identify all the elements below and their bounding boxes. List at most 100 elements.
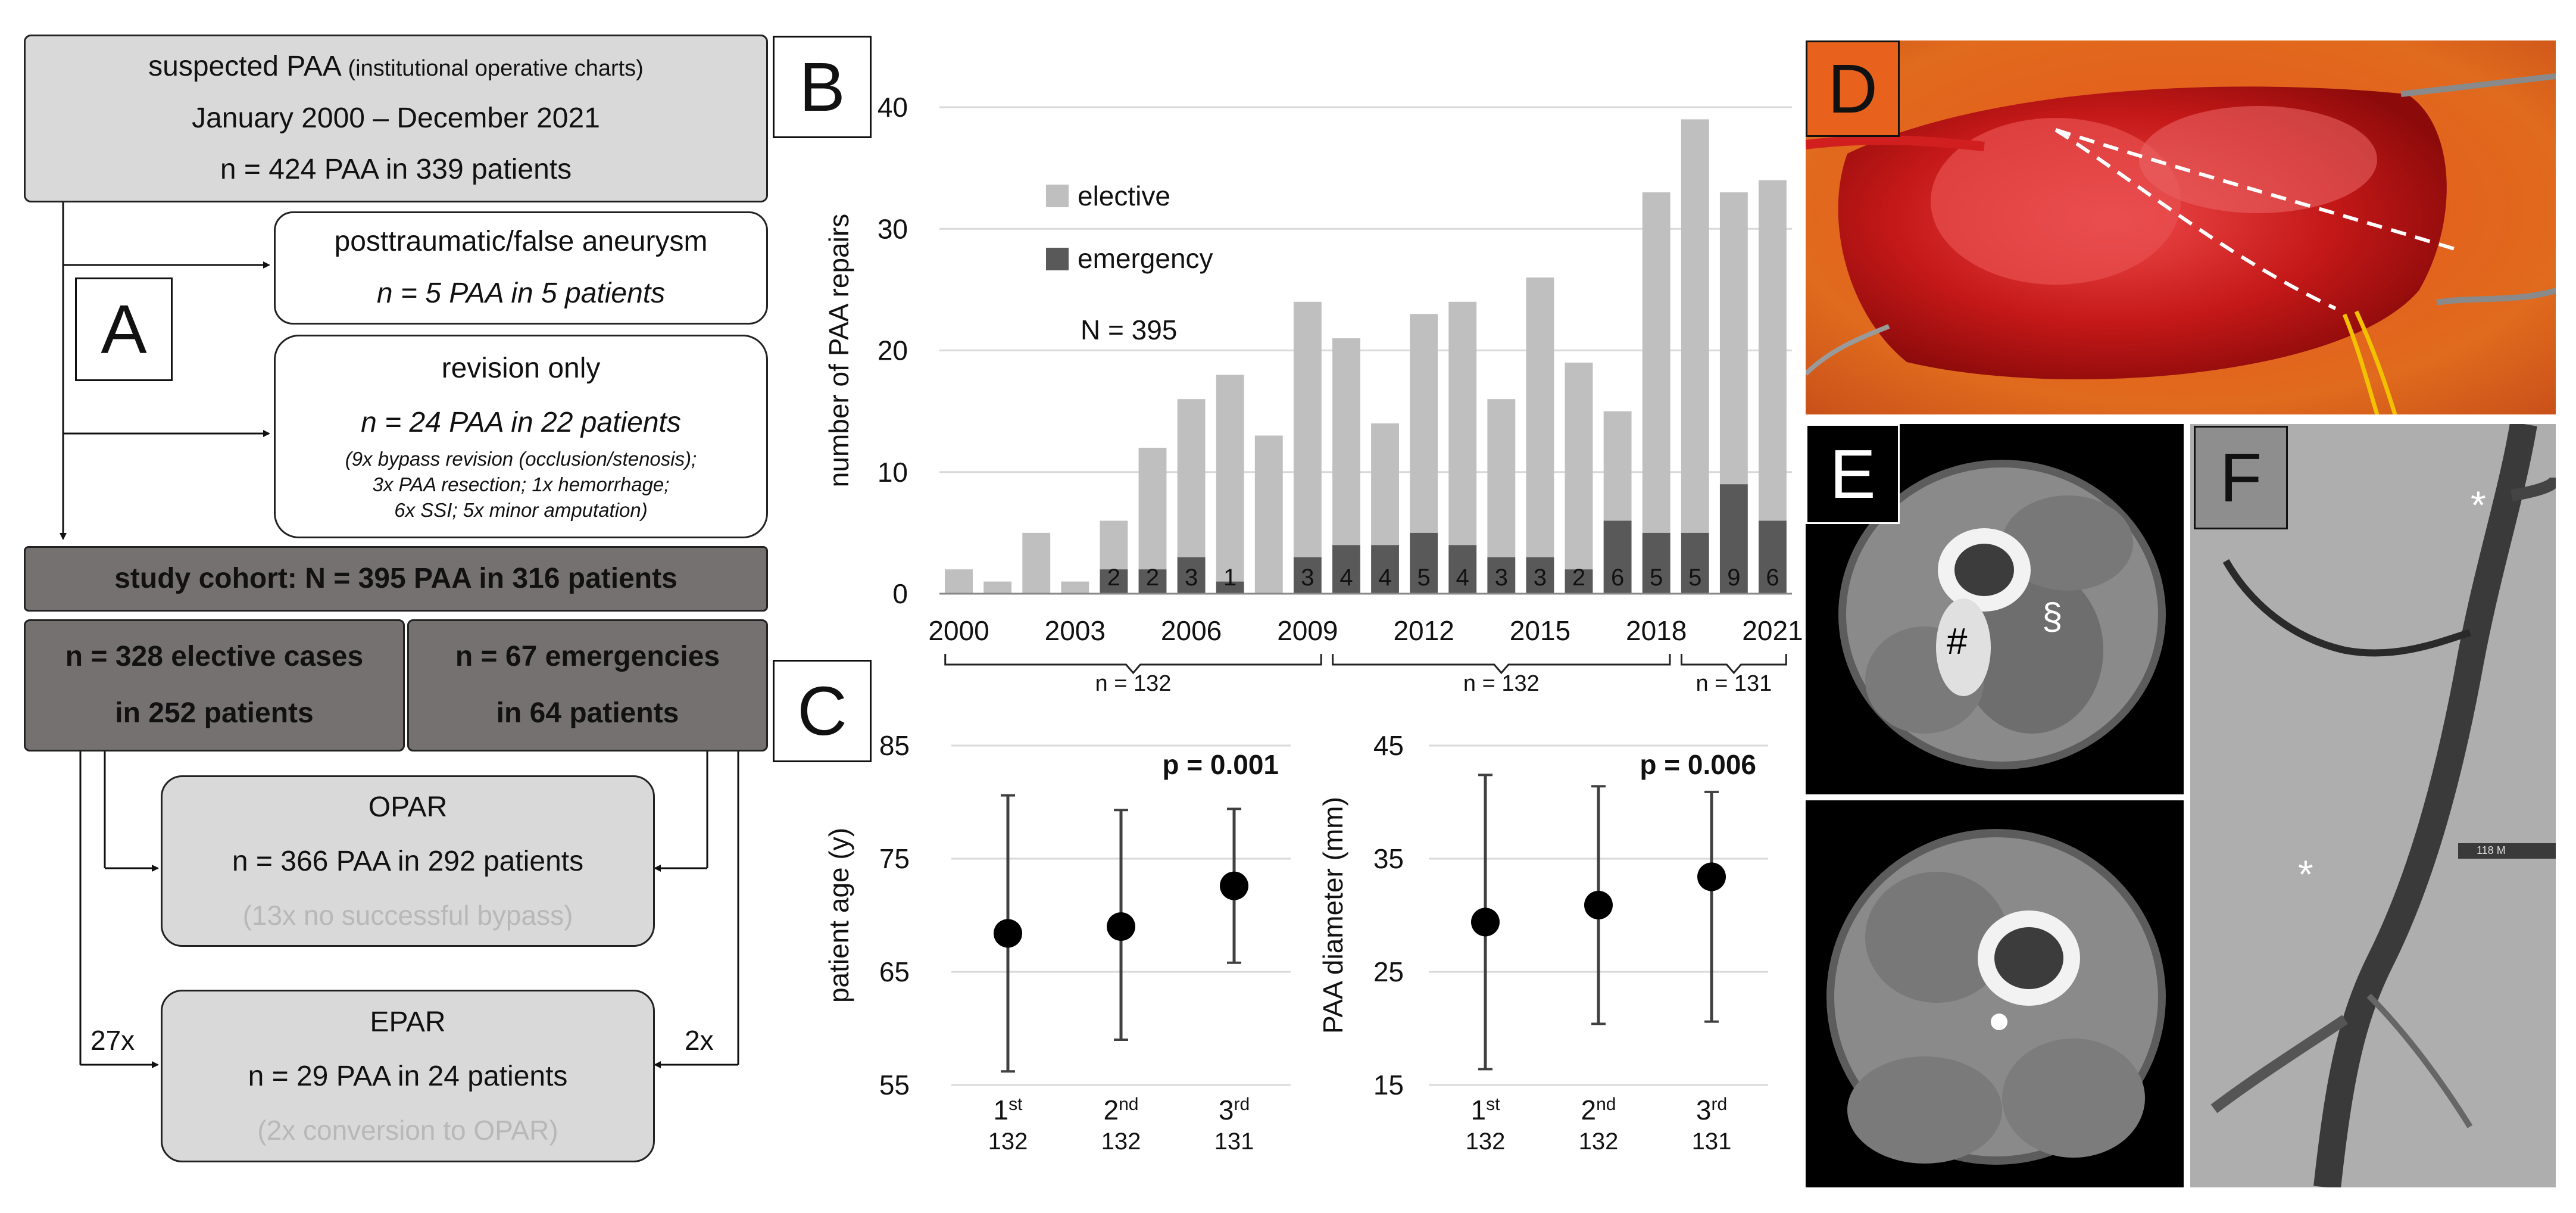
bar-elective-2016 (1565, 362, 1593, 570)
bar-emergency-2013 (1448, 545, 1477, 594)
bar-elective-2015 (1526, 277, 1554, 557)
bar-elective-2008 (1254, 435, 1283, 594)
bar-elective-2010 (1332, 338, 1360, 545)
revision-box: revision only n = 24 PAA in 22 patients … (274, 335, 768, 538)
whisker-chart-1-p-value: p = 0.001 (1162, 749, 1279, 780)
bar-elective-2001 (983, 581, 1012, 594)
bar-emergency-2015 (1526, 557, 1554, 594)
whisker-chart-2-x-tick-label: 1st (1471, 1094, 1501, 1125)
epar-note: (2x conversion to OPAR) (257, 1114, 558, 1146)
revision-detail-1: (9x bypass revision (occlusion/stenosis)… (345, 448, 697, 470)
bar-chart-y-tick-label: 40 (878, 92, 908, 123)
false-aneurysm-box: posttraumatic/false aneurysm n = 5 PAA i… (274, 211, 768, 325)
whisker-chart-2-x-tick-label: 3rd (1696, 1094, 1727, 1125)
bar-elective-2007 (1216, 375, 1244, 582)
period-label: n = 132 (1463, 671, 1540, 696)
marker-section: § (2042, 596, 2063, 637)
bar-elective-2000 (945, 569, 973, 594)
whisker-chart-2-x-tick-label: 2nd (1581, 1094, 1616, 1125)
whisker-chart-2-p-value: p = 0.006 (1640, 749, 1756, 780)
whisker-chart-1-n-label: 131 (1214, 1128, 1254, 1155)
total-count: n = 424 PAA in 339 patients (220, 154, 572, 186)
whisker-chart-2-y-axis-label: PAA diameter (mm) (1317, 797, 1348, 1034)
bar-chart-x-tick-label: 2015 (1510, 615, 1570, 646)
bar-emergency-2018 (1642, 532, 1671, 594)
bar-elective-2011 (1371, 423, 1399, 545)
opar-note: (13x no successful bypass) (242, 899, 573, 931)
bar-emergency-2005 (1138, 569, 1167, 594)
false-aneurysm-title: posttraumatic/false aneurysm (334, 226, 708, 258)
whisker-chart-1-mean-point (994, 919, 1022, 948)
bar-emergency-data-label: 3 (1495, 565, 1508, 591)
bar-chart-x-tick-label: 2003 (1045, 615, 1106, 646)
study-cohort-text: study cohort: N = 395 PAA in 316 patient… (114, 562, 677, 594)
bar-chart-y-axis-label: number of PAA repairs (823, 214, 854, 487)
whisker-chart-1-mean-point (1220, 871, 1248, 900)
bar-emergency-data-label: 6 (1611, 565, 1624, 591)
bar-emergency-2016 (1565, 569, 1593, 594)
date-range: January 2000 – December 2021 (192, 102, 600, 134)
epar-title: EPAR (370, 1006, 446, 1039)
bar-emergency-2014 (1487, 557, 1516, 594)
whisker-chart-2-mean-point (1471, 908, 1500, 937)
opar-count: n = 366 PAA in 292 patients (232, 845, 584, 877)
bar-emergency-data-label: 6 (1766, 565, 1779, 591)
bar-elective-2006 (1177, 399, 1206, 557)
bar-emergency-data-label: 3 (1185, 565, 1198, 591)
whisker-chart-1-x-tick-label: 2nd (1104, 1094, 1139, 1125)
marker-hash: # (1947, 621, 1968, 662)
bar-emergency-data-label: 3 (1301, 565, 1314, 591)
bar-chart-x-tick-label: 2012 (1393, 615, 1454, 646)
revision-detail-3: 6x SSI; 5x minor amputation) (394, 499, 648, 522)
panel-label-f: F (2194, 426, 2288, 529)
revision-count: n = 24 PAA in 22 patients (361, 406, 681, 438)
panel-label-e: E (1806, 424, 1900, 524)
panel-label-b: B (773, 36, 872, 138)
bar-chart-y-tick-label: 20 (878, 335, 908, 366)
bar-chart-x-tick-label: 2006 (1161, 615, 1222, 646)
scale-label: 118 M (2477, 844, 2506, 856)
bar-elective-2004 (1100, 520, 1128, 570)
whisker-chart-1-n-label: 132 (1101, 1128, 1141, 1155)
whisker-chart-1-n-label: 132 (988, 1128, 1028, 1155)
whisker-chart-2-mean-point (1697, 862, 1726, 891)
bar-chart-x-tick-label: 2000 (928, 615, 989, 646)
edge-label-right: 2x (685, 1025, 714, 1056)
whisker-chart-2-y-tick-label: 35 (1373, 843, 1404, 874)
panel-label-c: C (773, 660, 872, 762)
bar-elective-2013 (1448, 301, 1477, 545)
bar-emergency-2019 (1681, 532, 1709, 594)
bar-emergency-data-label: 5 (1417, 565, 1431, 591)
bar-emergency-2021 (1759, 520, 1787, 594)
angiogram (2190, 424, 2556, 1187)
panel-label-a: A (75, 277, 173, 381)
whisker-chart-2-y-tick-label: 25 (1373, 956, 1404, 987)
bar-emergency-2007 (1216, 581, 1244, 594)
period-brace (1332, 654, 1671, 675)
whisker-chart-1-mean-point (1107, 912, 1135, 941)
elective-line2: in 252 patients (115, 697, 314, 729)
bar-chart-y-tick-label: 30 (878, 213, 908, 244)
bar-emergency-2012 (1410, 532, 1438, 594)
bar-emergency-data-label: 2 (1572, 565, 1585, 591)
ct-scan-lower (1806, 800, 2184, 1187)
bar-emergency-2020 (1719, 484, 1748, 594)
bar-emergency-data-label: 4 (1339, 565, 1353, 591)
bar-chart-x-tick-label: 2009 (1277, 615, 1338, 646)
bar-chart-x-tick-label: 2018 (1626, 615, 1687, 646)
bar-emergency-2011 (1371, 545, 1399, 594)
bar-emergency-data-label: 1 (1223, 565, 1237, 591)
whisker-chart-1-y-tick-label: 65 (879, 956, 910, 987)
whisker-chart-2-y-tick-label: 45 (1373, 730, 1404, 761)
bar-elective-2018 (1642, 192, 1671, 533)
legend-label-elective: elective (1078, 180, 1170, 211)
legend-swatch-elective (1046, 185, 1069, 207)
bar-emergency-2004 (1100, 569, 1128, 594)
bar-elective-2012 (1410, 314, 1438, 533)
legend-swatch-emergency (1046, 248, 1069, 270)
bar-emergency-data-label: 4 (1378, 565, 1391, 591)
edge-label-left: 27x (90, 1025, 135, 1056)
whisker-chart-2-mean-point (1584, 890, 1613, 919)
bar-chart-y-tick-label: 10 (878, 457, 908, 488)
flowchart-connectors (60, 202, 739, 1068)
